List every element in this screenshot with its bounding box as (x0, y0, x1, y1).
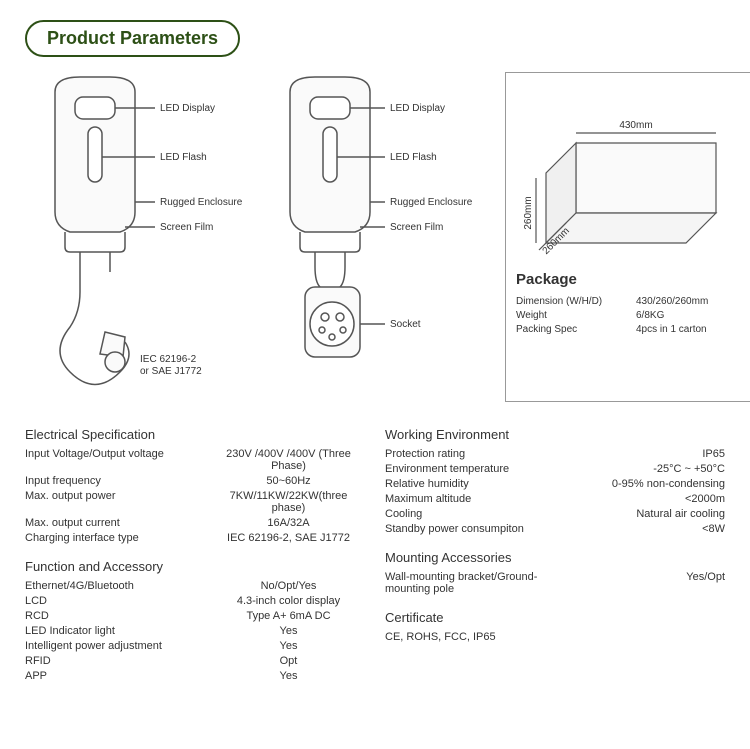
spec-row: Standby power consumpiton<8W (385, 523, 725, 535)
spec-val: -25°C ~ +50°C (572, 463, 725, 475)
spec-key: Input frequency (25, 475, 212, 487)
spec-row: Max. output power7KW/11KW/22KW(three pha… (25, 490, 365, 514)
pkg-key: Weight (516, 310, 636, 321)
callout2-socket: Socket (390, 319, 421, 330)
spec-key: Max. output power (25, 490, 212, 514)
spec-val: 0-95% non-condensing (572, 478, 725, 490)
spec-key: Charging interface type (25, 532, 212, 544)
spec-val: Natural air cooling (572, 508, 725, 520)
spec-key: Cooling (385, 508, 572, 520)
spec-val (572, 631, 725, 643)
spec-section: Function and Accessory Ethernet/4G/Blueto… (25, 559, 365, 682)
spec-section: Mounting Accessories Wall-mounting bracke… (385, 550, 725, 595)
callout-led-display: LED Display (160, 103, 215, 114)
spec-val: Opt (212, 655, 365, 667)
spec-row: Max. output current16A/32A (25, 517, 365, 529)
spec-row: LCD4.3-inch color display (25, 595, 365, 607)
spec-key: Input Voltage/Output voltage (25, 448, 212, 472)
spec-val: <2000m (572, 493, 725, 505)
spec-key: Intelligent power adjustment (25, 640, 212, 652)
spec-row: Wall-mounting bracket/Ground-mounting po… (385, 571, 725, 595)
spec-val: IP65 (572, 448, 725, 460)
callout-iec-2: or SAE J1772 (140, 366, 202, 377)
spec-key: LCD (25, 595, 212, 607)
spec-val: 4.3-inch color display (212, 595, 365, 607)
pkg-val: 6/8KG (636, 310, 750, 321)
page-title: Product Parameters (25, 20, 240, 57)
spec-row: Environment temperature-25°C ~ +50°C (385, 463, 725, 475)
callout2-led-display: LED Display (390, 103, 445, 114)
spec-key: APP (25, 670, 212, 682)
spec-section: Working Environment Protection ratingIP65… (385, 427, 725, 535)
spec-key: CE, ROHS, FCC, IP65 (385, 631, 572, 643)
spec-section-title: Certificate (385, 610, 725, 625)
spec-row: Maximum altitude<2000m (385, 493, 725, 505)
spec-row: Relative humidity0-95% non-condensing (385, 478, 725, 490)
package-row: Dimension (W/H/D)430/260/260mm (516, 296, 750, 307)
spec-row: Charging interface typeIEC 62196-2, SAE … (25, 532, 365, 544)
spec-val: 230V /400V /400V (Three Phase) (212, 448, 365, 472)
spec-key: LED Indicator light (25, 625, 212, 637)
spec-val: Yes/Opt (572, 571, 725, 595)
spec-key: RFID (25, 655, 212, 667)
spec-section-title: Mounting Accessories (385, 550, 725, 565)
pkg-val: 4pcs in 1 carton (636, 324, 750, 335)
spec-row: CoolingNatural air cooling (385, 508, 725, 520)
callout-iec-1: IEC 62196-2 (140, 354, 197, 365)
callout-screen-film: Screen Film (160, 222, 213, 233)
spec-section: Electrical Specification Input Voltage/Ou… (25, 427, 365, 544)
pkg-key: Dimension (W/H/D) (516, 296, 636, 307)
spec-row: CE, ROHS, FCC, IP65 (385, 631, 725, 643)
package-panel: 430mm 260mm 260mm Package Dimension (W/H… (505, 72, 750, 402)
package-row: Packing Spec4pcs in 1 carton (516, 324, 750, 335)
pkg-val: 430/260/260mm (636, 296, 750, 307)
spec-val: 16A/32A (212, 517, 365, 529)
spec-row: APPYes (25, 670, 365, 682)
spec-key: Maximum altitude (385, 493, 572, 505)
spec-val: Yes (212, 640, 365, 652)
spec-row: LED Indicator lightYes (25, 625, 365, 637)
spec-section-title: Function and Accessory (25, 559, 365, 574)
callout-rugged: Rugged Enclosure (160, 197, 243, 208)
package-row: Weight6/8KG (516, 310, 750, 321)
callout-led-flash: LED Flash (160, 152, 207, 163)
callout2-led-flash: LED Flash (390, 152, 437, 163)
callout2-rugged: Rugged Enclosure (390, 197, 473, 208)
specs-section: Electrical Specification Input Voltage/Ou… (25, 427, 725, 697)
top-section: LED Display LED Flash Rugged Enclosure S… (25, 72, 725, 402)
spec-val: Type A+ 6mA DC (212, 610, 365, 622)
callout2-screen-film: Screen Film (390, 222, 443, 233)
spec-section-title: Working Environment (385, 427, 725, 442)
charger-diagram-cable: LED Display LED Flash Rugged Enclosure S… (25, 72, 255, 402)
spec-key: Wall-mounting bracket/Ground-mounting po… (385, 571, 572, 595)
spec-key: Standby power consumpiton (385, 523, 572, 535)
spec-row: Input Voltage/Output voltage230V /400V /… (25, 448, 365, 472)
box-dim-h: 260mm (523, 196, 534, 229)
spec-key: RCD (25, 610, 212, 622)
spec-key: Protection rating (385, 448, 572, 460)
package-title: Package (516, 271, 750, 288)
spec-val: 7KW/11KW/22KW(three phase) (212, 490, 365, 514)
spec-val: Yes (212, 625, 365, 637)
spec-row: Input frequency50~60Hz (25, 475, 365, 487)
spec-key: Max. output current (25, 517, 212, 529)
spec-section: Certificate CE, ROHS, FCC, IP65 (385, 610, 725, 643)
spec-val: IEC 62196-2, SAE J1772 (212, 532, 365, 544)
spec-key: Relative humidity (385, 478, 572, 490)
spec-val: Yes (212, 670, 365, 682)
spec-section-title: Electrical Specification (25, 427, 365, 442)
charger-diagram-socket: LED Display LED Flash Rugged Enclosure S… (265, 72, 495, 402)
spec-key: Ethernet/4G/Bluetooth (25, 580, 212, 592)
spec-row: Intelligent power adjustmentYes (25, 640, 365, 652)
spec-key: Environment temperature (385, 463, 572, 475)
spec-row: Ethernet/4G/BluetoothNo/Opt/Yes (25, 580, 365, 592)
pkg-key: Packing Spec (516, 324, 636, 335)
spec-row: Protection ratingIP65 (385, 448, 725, 460)
box-dim-w: 430mm (619, 120, 652, 131)
spec-val: <8W (572, 523, 725, 535)
spec-row: RFIDOpt (25, 655, 365, 667)
spec-row: RCDType A+ 6mA DC (25, 610, 365, 622)
spec-val: 50~60Hz (212, 475, 365, 487)
spec-val: No/Opt/Yes (212, 580, 365, 592)
